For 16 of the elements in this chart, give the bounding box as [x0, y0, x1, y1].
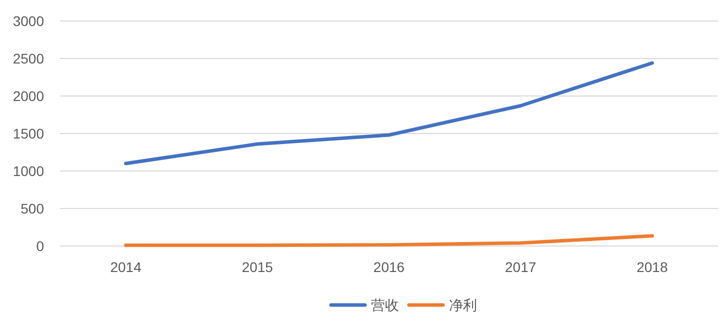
x-tick-label: 2017	[505, 259, 536, 275]
x-tick-label: 2015	[242, 259, 274, 275]
x-tick-label: 2014	[110, 259, 142, 275]
legend-label: 净利	[449, 297, 477, 313]
x-tick-label: 2016	[373, 259, 405, 275]
y-tick-label: 1000	[12, 163, 44, 179]
line-series	[124, 234, 654, 247]
y-tick-label: 2000	[12, 88, 44, 104]
line-series	[124, 61, 654, 166]
x-tick-label: 2018	[636, 259, 668, 275]
y-tick-label: 2500	[12, 50, 44, 66]
y-tick-label: 500	[20, 200, 44, 216]
y-tick-label: 1500	[12, 126, 44, 142]
legend-label: 营收	[371, 297, 399, 313]
y-tick-label: 0	[36, 238, 44, 254]
y-tick-label: 3000	[12, 13, 44, 29]
